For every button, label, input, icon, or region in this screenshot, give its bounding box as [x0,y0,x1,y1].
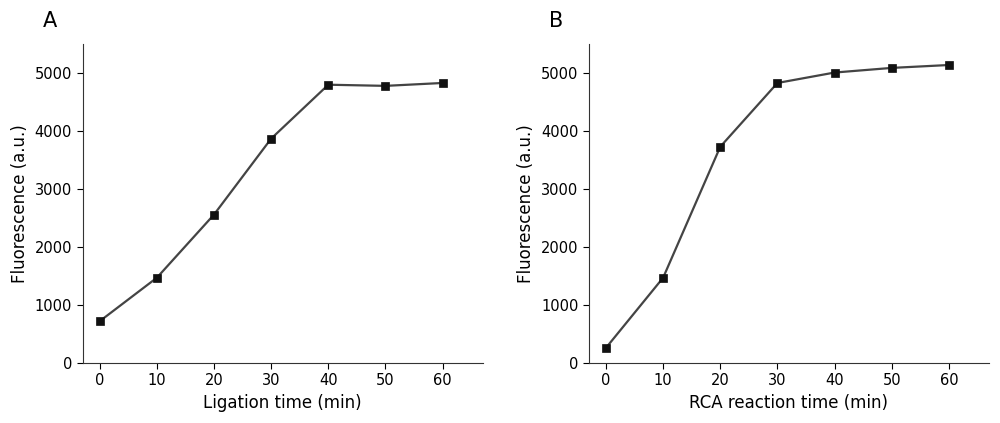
Text: B: B [549,11,563,31]
Text: A: A [43,11,57,31]
Y-axis label: Fluorescence (a.u.): Fluorescence (a.u.) [517,124,535,283]
Y-axis label: Fluorescence (a.u.): Fluorescence (a.u.) [11,124,29,283]
X-axis label: RCA reaction time (min): RCA reaction time (min) [689,394,888,412]
X-axis label: Ligation time (min): Ligation time (min) [203,394,362,412]
